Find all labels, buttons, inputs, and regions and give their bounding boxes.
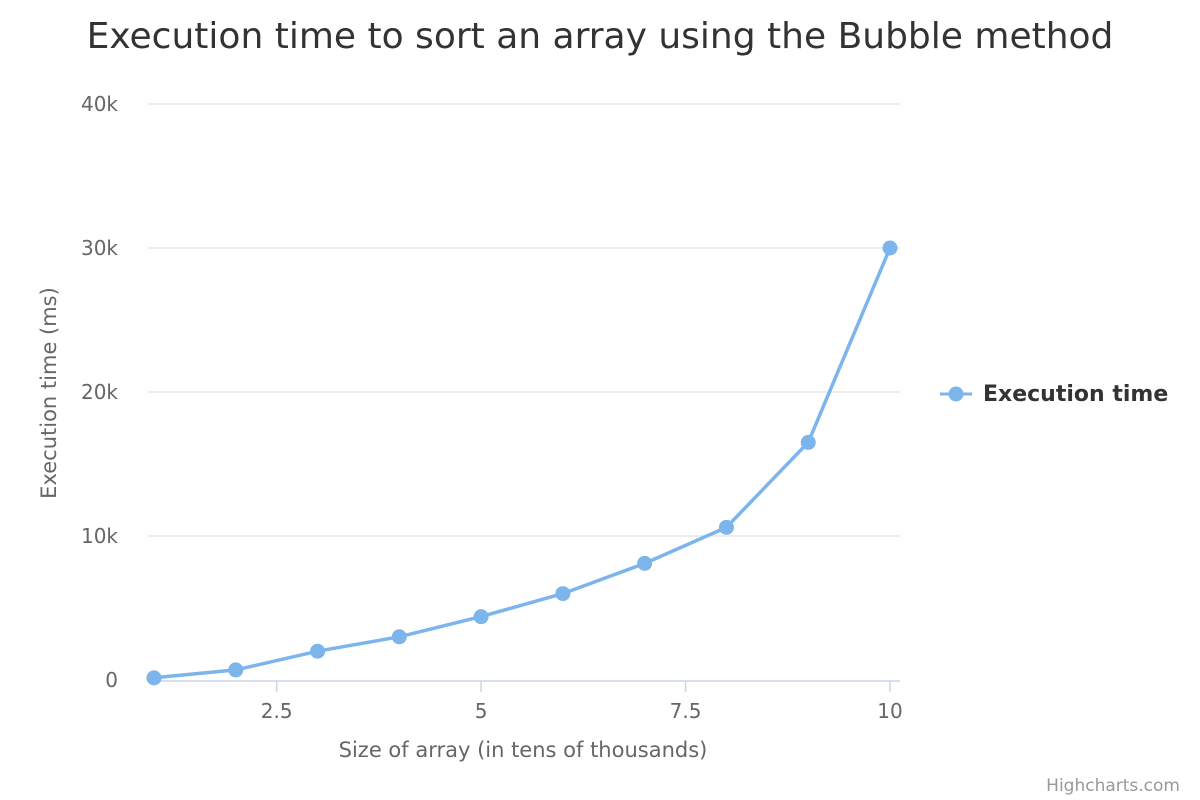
data-point-marker[interactable] — [228, 662, 244, 678]
chart-title: Execution time to sort an array using th… — [87, 16, 1114, 57]
grid-lines — [148, 103, 900, 537]
data-point-marker[interactable] — [310, 643, 326, 659]
y-tick-label: 30k — [81, 236, 118, 260]
data-point-marker[interactable] — [146, 670, 162, 686]
legend-item-label[interactable]: Execution time — [983, 382, 1168, 407]
x-tick-label: 5 — [475, 699, 488, 723]
y-tick-label: 20k — [81, 380, 118, 404]
x-tick-label: 2.5 — [261, 699, 293, 723]
y-axis-title: Execution time (ms) — [37, 287, 61, 499]
x-tick-label: 10 — [877, 699, 902, 723]
y-axis-tick-labels: 0 10k 20k 30k 40k — [81, 92, 118, 692]
x-tick-label: 7.5 — [670, 699, 702, 723]
data-point-marker[interactable] — [391, 629, 407, 645]
credits-link[interactable]: Highcharts.com — [1046, 776, 1180, 796]
y-tick-label: 0 — [105, 668, 118, 692]
data-point-marker[interactable] — [473, 609, 489, 625]
data-point-marker[interactable] — [555, 586, 571, 602]
series-line — [152, 246, 892, 680]
data-point-marker[interactable] — [637, 555, 653, 571]
series-layer — [146, 240, 898, 686]
legend-marker-symbol — [948, 386, 964, 402]
y-tick-label: 10k — [81, 524, 118, 548]
x-axis-title: Size of array (in tens of thousands) — [339, 738, 708, 762]
x-axis: 2.5 5 7.5 10 — [148, 680, 903, 723]
data-point-marker[interactable] — [800, 434, 816, 450]
y-tick-label: 40k — [81, 92, 118, 116]
data-point-marker[interactable] — [718, 519, 734, 535]
legend[interactable]: Execution time — [940, 382, 1168, 407]
data-point-marker[interactable] — [882, 240, 898, 256]
